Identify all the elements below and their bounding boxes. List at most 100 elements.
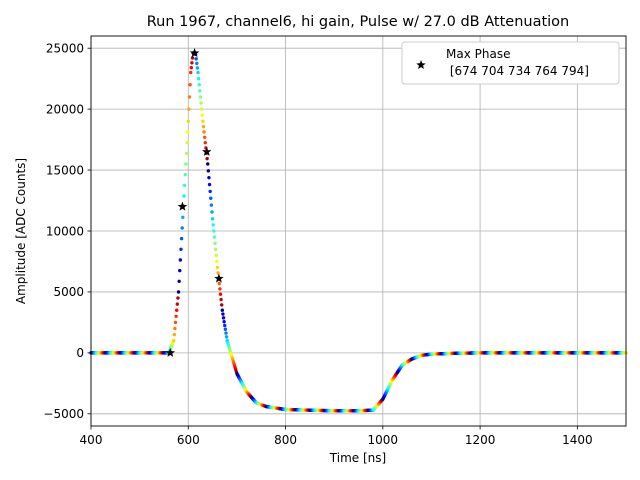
x-tick-label: 600 [177,433,200,447]
x-tick-label: 1000 [368,433,399,447]
pulse-point [217,281,221,286]
pulse-point [205,156,209,161]
pulse-point [215,259,219,264]
x-tick-label: 1400 [562,433,593,447]
pulse-point [220,308,225,312]
pulse-point [199,101,203,105]
pulse-point [178,268,182,273]
pulse-point [189,65,194,70]
x-axis-ticks: 400 600 800 1000 1200 1400 [80,426,593,447]
pulse-point [184,162,188,166]
max-phase-marker [189,48,200,58]
pulse-point [206,162,210,166]
pulse-point [175,302,180,306]
y-tick-label: −5000 [43,407,84,421]
max-phase-marker [214,273,224,283]
y-tick-label: 25000 [46,41,84,55]
pulse-point [198,95,203,99]
pulse-point [203,140,207,145]
pulse-point [213,241,217,245]
max-phase-series [165,48,224,357]
pulse-point [174,314,178,319]
pulse-point [186,119,190,124]
pulse-point [215,265,220,270]
y-axis-ticks: −5000 0 5000 10000 15000 20000 25000 [43,41,91,421]
legend-label-line2: [674 704 734 764 794] [446,64,589,78]
legend-box [401,41,620,85]
pulse-point [185,140,189,145]
pulse-point [213,247,218,251]
pulse-point [175,308,179,312]
pulse-point [206,169,211,173]
pulse-point [183,172,187,177]
pulse-point [187,95,192,99]
pulse-point [209,203,214,207]
pulse-point [207,175,211,180]
pulse-point [223,327,228,331]
pulse-point [214,253,218,258]
pulse-point [218,287,222,291]
pulse-point [176,290,181,294]
pulse-point [220,303,224,307]
pulse-point [182,183,187,187]
pulse-point [199,107,204,111]
pulse-point [209,196,213,200]
legend-label-line1: Max Phase [446,47,510,61]
pulse-point [194,57,198,61]
pulse-point [201,119,205,124]
pulse-point [211,223,215,227]
max-phase-marker [165,347,176,357]
legend: Max Phase [674 704 734 764 794] [401,41,620,85]
y-tick-label: 10000 [46,224,84,238]
pulse-point [172,332,176,337]
pulse-point [224,335,229,339]
pulse-point [197,83,201,87]
pulse-point [188,83,192,87]
pulse-point [210,210,214,214]
pulse-point [196,76,201,81]
pulse-point [221,316,226,320]
pulse-curve [89,51,628,413]
pulse-point [173,320,178,325]
x-tick-label: 400 [80,433,103,447]
pulse-point [200,113,204,117]
pulse-point [224,331,228,335]
pulse-point [219,297,223,302]
x-axis-label: Time [ns] [329,451,386,465]
pulse-point [185,130,190,134]
y-tick-label: 0 [76,346,84,360]
pulse-point [171,338,176,343]
pulse-point [212,235,217,239]
x-tick-label: 800 [274,433,297,447]
pulse-point [179,247,183,251]
pulse-point [208,189,212,194]
pulse-point [180,226,184,230]
max-phase-marker [177,201,188,211]
x-tick-label: 1200 [465,433,496,447]
pulse-point [198,89,202,93]
y-tick-label: 5000 [53,285,84,299]
pulse-point [218,292,223,296]
pulse-point [202,135,207,140]
pulse-point [190,61,194,65]
pulse-point [195,61,199,66]
max-phase-marker [202,146,212,156]
y-axis-label: Amplitude [ADC Counts] [14,158,28,304]
pulse-point [173,326,177,331]
pulse-point [212,229,216,233]
y-tick-label: 20000 [46,102,84,116]
pulse-point [187,107,191,111]
pulse-point [184,151,189,155]
pulse-point [207,182,212,187]
pulse-point [178,258,183,262]
pulse-point [223,323,227,328]
pulse-point [189,70,193,75]
legend-star-marker [416,60,426,70]
pulse-point [196,70,200,75]
pulse-point [181,215,185,219]
y-tick-label: 15000 [46,163,84,177]
pulse-point [202,130,206,134]
pulse-point [216,271,220,275]
pulse-point [221,312,225,316]
